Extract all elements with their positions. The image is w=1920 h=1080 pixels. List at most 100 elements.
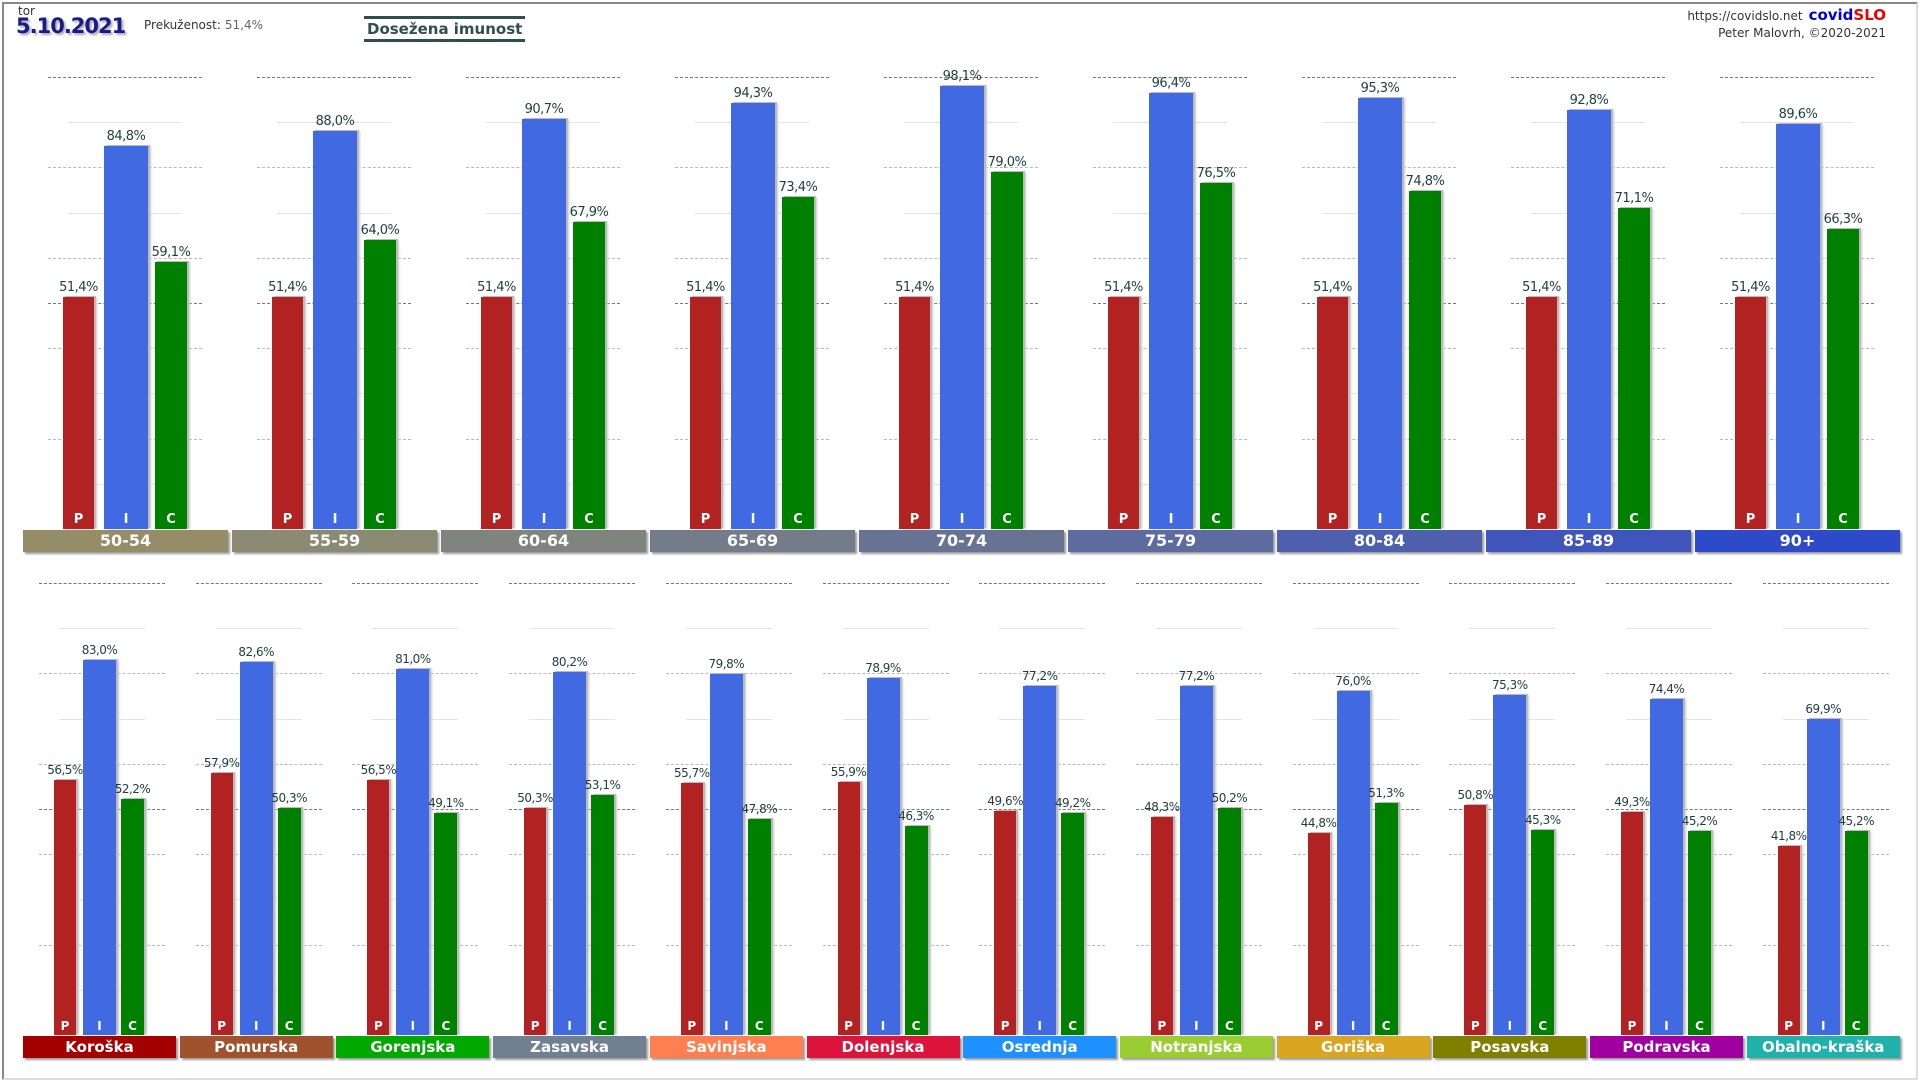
bar-c: C	[747, 818, 771, 1035]
bar-letter: P	[1745, 511, 1756, 527]
category-label: Koroška	[23, 1036, 176, 1058]
gridline	[1155, 628, 1242, 630]
category-label: Notranjska	[1119, 1036, 1273, 1058]
bar-i: I	[1567, 109, 1611, 529]
bar-i: I	[1179, 686, 1213, 1035]
bar-letter: I	[1820, 1018, 1826, 1033]
data-label: 51,4%	[1522, 279, 1561, 295]
bar-letter: C	[1002, 511, 1012, 527]
category-label: 85-89	[1486, 530, 1691, 552]
bar-p: P	[63, 296, 94, 529]
bar-letter: I	[1377, 511, 1383, 527]
gridline	[1606, 583, 1732, 584]
bar-i: I	[866, 678, 900, 1035]
bar-letter: I	[1037, 1018, 1042, 1033]
gridline	[1720, 77, 1874, 78]
category-label: Savinjska	[649, 1036, 803, 1058]
bar-i: I	[1023, 686, 1057, 1035]
gridline	[665, 583, 792, 584]
bar-letter: I	[1795, 511, 1801, 527]
data-label: 51,4%	[59, 279, 98, 295]
gridline	[1449, 583, 1576, 584]
data-label: 76,5%	[1196, 166, 1236, 182]
gridline	[1469, 628, 1556, 630]
category-label: 80-84	[1277, 530, 1482, 552]
bar-letter: C	[128, 1018, 137, 1033]
bar-letter: C	[1538, 1018, 1548, 1033]
gridline	[1762, 673, 1889, 675]
bar-letter: C	[1381, 1018, 1391, 1033]
bar-c: C	[573, 222, 605, 529]
bar-i: I	[522, 119, 566, 529]
bar-i: I	[83, 659, 116, 1035]
data-label: 49,2%	[1054, 795, 1091, 810]
bar-p: P	[524, 807, 547, 1035]
category-label: Obalno-kraška	[1746, 1036, 1900, 1058]
data-label: 84,8%	[106, 128, 146, 144]
gridline	[1292, 583, 1419, 584]
data-label: 74,4%	[1648, 681, 1685, 696]
gridline	[1626, 628, 1712, 630]
bar-letter: C	[441, 1018, 451, 1033]
data-label: 78,9%	[865, 661, 901, 676]
gridline	[1312, 628, 1399, 630]
data-label: 45,3%	[1524, 813, 1561, 828]
data-label: 69,9%	[1805, 702, 1841, 717]
bar-p: P	[367, 779, 390, 1035]
data-label: 74,8%	[1405, 173, 1445, 189]
data-label: 50,3%	[517, 790, 553, 805]
bar-letter: I	[1350, 1018, 1356, 1033]
gridline	[1762, 583, 1889, 584]
gridline	[1740, 122, 1854, 124]
bar-p: P	[1777, 846, 1800, 1035]
gridline	[195, 583, 322, 584]
site-link[interactable]: https://covidslo.net covidSLO	[1687, 6, 1886, 24]
gridline	[39, 583, 165, 584]
gridline	[822, 583, 949, 584]
data-label: 59,1%	[151, 244, 191, 260]
url[interactable]: https://covidslo.net	[1687, 9, 1803, 23]
gridline	[842, 628, 929, 630]
bar-c: C	[121, 799, 144, 1035]
data-label: 67,9%	[569, 205, 609, 221]
data-label: 52,2%	[114, 782, 151, 797]
bar-letter: P	[530, 1018, 540, 1033]
gridline	[1782, 628, 1869, 630]
data-label: 77,2%	[1178, 669, 1215, 684]
gridline	[1093, 77, 1247, 78]
gridline	[979, 583, 1106, 584]
category-label: 70-74	[859, 530, 1064, 552]
gridline	[509, 583, 636, 584]
bar-letter: C	[598, 1018, 607, 1033]
bar-letter: P	[373, 1018, 383, 1033]
gridline	[372, 628, 459, 630]
bar-p: P	[481, 296, 512, 529]
data-label: 73,4%	[778, 180, 818, 196]
category-label: Goriška	[1276, 1036, 1430, 1058]
data-label: 50,3%	[271, 790, 307, 805]
bar-i: I	[1493, 694, 1527, 1035]
bar-letter: I	[1168, 511, 1174, 527]
bar-i: I	[709, 674, 743, 1035]
data-label: 50,8%	[1457, 788, 1494, 803]
data-label: 49,3%	[1614, 795, 1650, 810]
bar-letter: I	[1507, 1018, 1513, 1033]
bar-p: P	[1526, 296, 1557, 529]
category-label: Dolenjska	[806, 1036, 960, 1058]
bar-i: I	[104, 145, 148, 529]
bar-p: P	[1150, 816, 1173, 1035]
bar-letter: I	[567, 1018, 572, 1033]
bar-i: I	[1358, 98, 1402, 529]
gridline	[999, 628, 1086, 630]
gridline	[529, 628, 616, 630]
bar-i: I	[1806, 719, 1840, 1035]
bar-letter: P	[491, 511, 502, 527]
bar-p: P	[1317, 296, 1348, 529]
gridline	[1135, 583, 1262, 584]
data-label: 82,6%	[238, 644, 274, 659]
bar-letter: P	[1470, 1018, 1480, 1033]
bar-i: I	[1776, 124, 1820, 529]
data-label: 49,6%	[987, 793, 1023, 808]
bar-i: I	[731, 102, 775, 529]
bar-i: I	[1149, 93, 1193, 529]
